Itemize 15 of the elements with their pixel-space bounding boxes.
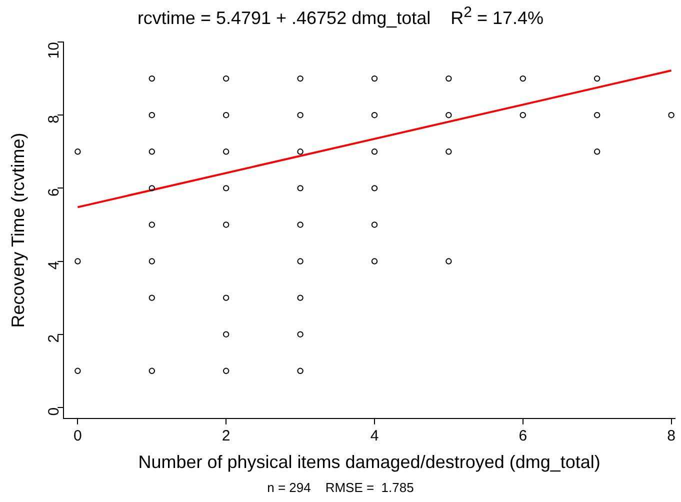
x-tick-label: 8 xyxy=(667,428,676,445)
x-tick-label: 2 xyxy=(222,428,230,445)
chart-title: rcvtime = 5.4791 + .46752 dmg_total R$^{2}$ = 17.4% xyxy=(136,4,545,29)
y-tick-label: 4 xyxy=(46,261,63,270)
x-tick-label: 4 xyxy=(370,428,379,445)
x-axis-title: Number of physical items damaged/destroyed (dmg_total) xyxy=(138,452,600,472)
y-tick-label: 10 xyxy=(46,42,63,59)
y-tick-label: 8 xyxy=(46,115,63,124)
x-tick-label: 0 xyxy=(74,428,82,445)
y-tick-label: 6 xyxy=(46,188,63,197)
text: n = 294 RMSE = 1.785 xyxy=(266,480,415,495)
x-tick-label: 6 xyxy=(518,428,528,445)
y-tick-label: 2 xyxy=(46,334,63,343)
y-tick-label: 0 xyxy=(46,407,63,416)
y-axis-title: Recovery Time (rcvtime) xyxy=(8,132,28,328)
